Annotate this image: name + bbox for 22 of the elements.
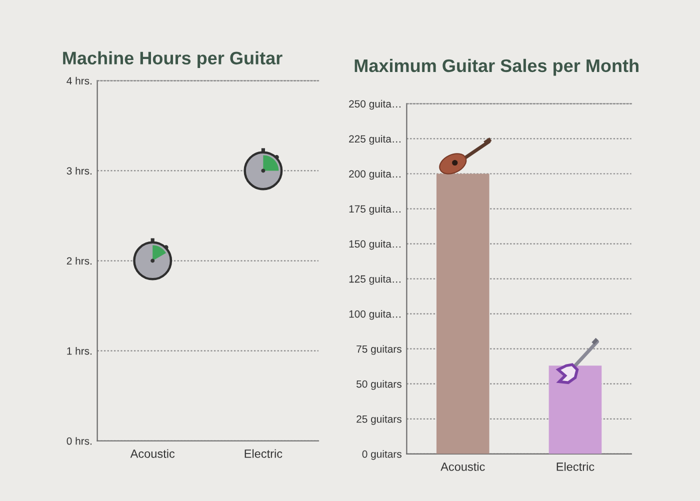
y-tick-label: 200 guita… xyxy=(349,170,400,180)
y-tick-label: 175 guita… xyxy=(349,204,400,215)
y-tick-label: 0 guitars xyxy=(362,450,402,460)
y-tick-label: 2 hrs. xyxy=(66,256,92,265)
y-tick-label: 3 hrs. xyxy=(66,166,92,175)
y-tick-label: 75 guitars xyxy=(356,345,402,355)
y-tick-label: 125 guita… xyxy=(349,275,400,285)
chart-title: Maximum Guitar Sales per Month xyxy=(354,58,638,76)
x-tick-label: Acoustic xyxy=(130,449,175,458)
y-tick-label: 1 hrs. xyxy=(67,347,92,355)
y-tick-label: 150 guita… xyxy=(349,240,400,250)
x-tick-label: Acoustic xyxy=(440,462,485,471)
y-tick-label: 100 guita… xyxy=(349,310,400,320)
y-tick-label: 225 guita… xyxy=(349,134,400,145)
y-tick-label: 0 hrs. xyxy=(66,437,92,445)
y-tick-label: 4 hrs. xyxy=(66,76,92,85)
y-tick-label: 250 guita… xyxy=(349,100,400,110)
y-tick-label: 25 guitars xyxy=(356,415,402,425)
y-tick-label: 50 guitars xyxy=(356,380,402,390)
x-tick-label: Electric xyxy=(244,449,282,458)
chart-title: Machine Hours per Guitar xyxy=(63,51,282,68)
x-tick-label: Electric xyxy=(556,462,594,471)
